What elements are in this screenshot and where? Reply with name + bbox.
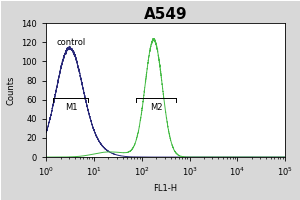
X-axis label: FL1-H: FL1-H — [154, 184, 178, 193]
Text: M1: M1 — [64, 103, 77, 112]
Y-axis label: Counts: Counts — [7, 75, 16, 105]
Title: A549: A549 — [144, 7, 188, 22]
Text: control: control — [57, 38, 86, 47]
Text: M2: M2 — [150, 103, 162, 112]
